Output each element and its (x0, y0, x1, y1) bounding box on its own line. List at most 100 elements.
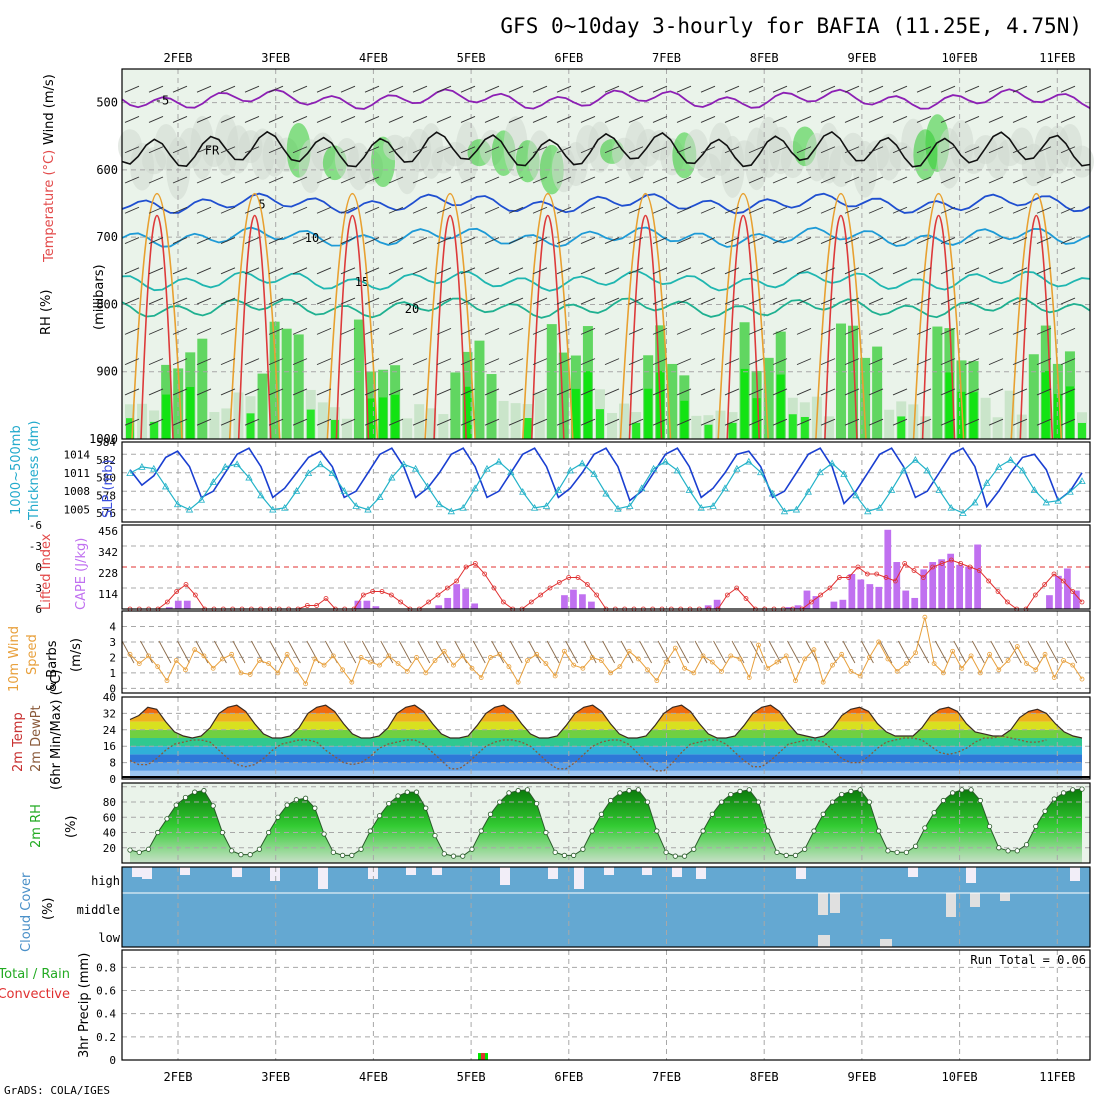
wind-barb (964, 418, 980, 426)
cape-tick: 456 (98, 525, 118, 538)
cloud-high-bar (406, 867, 416, 875)
rh-shade-low (1016, 414, 1027, 439)
wind-barb (820, 297, 836, 305)
wind-barb (700, 85, 716, 93)
wind-barb (484, 85, 500, 93)
chart-title: GFS 0~10day 3-hourly for BAFIA (11.25E, … (500, 14, 1082, 38)
cape-bar (453, 584, 461, 609)
wind-barb (580, 146, 596, 154)
wind-barb-10m (676, 640, 689, 664)
wind-barb (340, 388, 356, 396)
wind-speed-marker (515, 679, 521, 685)
cloud-high-bar (796, 867, 806, 879)
rh-shade-low (872, 346, 883, 439)
lifted-index-marker (435, 592, 441, 598)
wind-barb (772, 116, 788, 123)
wind-speed-marker (146, 653, 151, 659)
thickness-marker (804, 487, 812, 495)
thickness-marker (209, 478, 217, 485)
wind-speed-marker (635, 656, 641, 662)
rh2m-marker (330, 849, 336, 855)
thickness-marker (935, 486, 943, 493)
wind-barb (364, 388, 380, 396)
isotherm-line (121, 192, 1091, 215)
rh-shade-low (257, 373, 268, 439)
date-label-top: 3FEB (261, 51, 290, 65)
wind-barb (748, 206, 764, 214)
thickness-marker (768, 489, 777, 497)
wind-speed-marker (987, 651, 992, 657)
wind-speed-marker (830, 662, 835, 668)
wind-barb-10m (232, 640, 246, 664)
thickness-marker (423, 482, 432, 490)
date-label-bottom: 5FEB (457, 1070, 486, 1084)
cape-bar (902, 590, 910, 609)
thickness-marker (864, 507, 872, 515)
rh2m-marker (358, 846, 364, 852)
rh2m-marker (376, 813, 383, 819)
wind-barb (172, 267, 188, 275)
precip-label-total: Total / Rain (0, 967, 70, 982)
rh-shade-low (498, 400, 509, 439)
rh2m-marker (321, 831, 327, 837)
wind-barb (340, 116, 356, 123)
wind-barb (964, 237, 980, 244)
wind-barb (964, 146, 980, 154)
thickness-marker (400, 460, 408, 468)
wind-barb (868, 206, 884, 214)
lifted-index-marker (388, 592, 394, 598)
wind10-label-4: (m/s) (69, 638, 84, 672)
panel-frame (121, 696, 1091, 780)
wind-barb (1060, 146, 1076, 154)
wind-speed-marker (913, 650, 919, 656)
wind-barb (820, 116, 836, 123)
wind-barb (1012, 388, 1028, 396)
wind-barb (1036, 388, 1052, 396)
rh2m-marker (182, 794, 189, 801)
thickness-marker (162, 482, 170, 490)
rh2m-marker (718, 799, 725, 805)
panel-frame (121, 68, 1091, 440)
temp-tick: 16 (103, 740, 116, 753)
rh2m-marker (635, 787, 641, 793)
wind-speed-marker (469, 665, 475, 671)
lifted-index-marker (864, 571, 870, 577)
wind-speed-marker (192, 647, 198, 653)
precip-tick: 0.6 (96, 985, 116, 998)
wind-speed-marker (940, 670, 946, 676)
rh-shade-high (1041, 370, 1050, 439)
wind-barb (196, 176, 212, 184)
temp-panel: 0 8 16 24 32 40 (103, 691, 1091, 786)
wind-barb-10m (380, 640, 394, 664)
wind-barb (172, 237, 188, 244)
thickness-marker (745, 457, 753, 465)
wind-barb (484, 388, 500, 396)
rh2m-marker (552, 849, 558, 855)
cloud-high-bar (232, 867, 242, 877)
rh2m-marker (876, 828, 882, 834)
wind-barb (700, 267, 716, 275)
wind-speed-marker (1070, 662, 1076, 668)
rh-shade-low (426, 408, 437, 439)
wind-barb (724, 267, 740, 275)
wind-barb (820, 176, 836, 184)
date-label-bottom: 8FEB (750, 1070, 779, 1084)
wind-barb (796, 418, 812, 426)
wind-speed-marker (321, 662, 327, 668)
wind-barb (364, 297, 380, 305)
wind-barb-10m (1008, 640, 1022, 664)
cape-bar (1064, 568, 1071, 609)
wind-barb (196, 146, 212, 154)
wind-barb (484, 297, 500, 305)
wind-barb-10m (861, 640, 874, 664)
rh2m-marker (238, 852, 244, 858)
lifted-index-marker (1079, 599, 1085, 605)
rh-shade-high (728, 422, 737, 439)
wind-barb (220, 418, 236, 426)
cape-bar (956, 564, 963, 609)
wind-speed-marker (183, 667, 188, 673)
wind-barb (964, 358, 980, 366)
wind-barb (436, 297, 452, 305)
slp-tick: 1014 (64, 448, 91, 461)
wind-barb (988, 237, 1004, 244)
